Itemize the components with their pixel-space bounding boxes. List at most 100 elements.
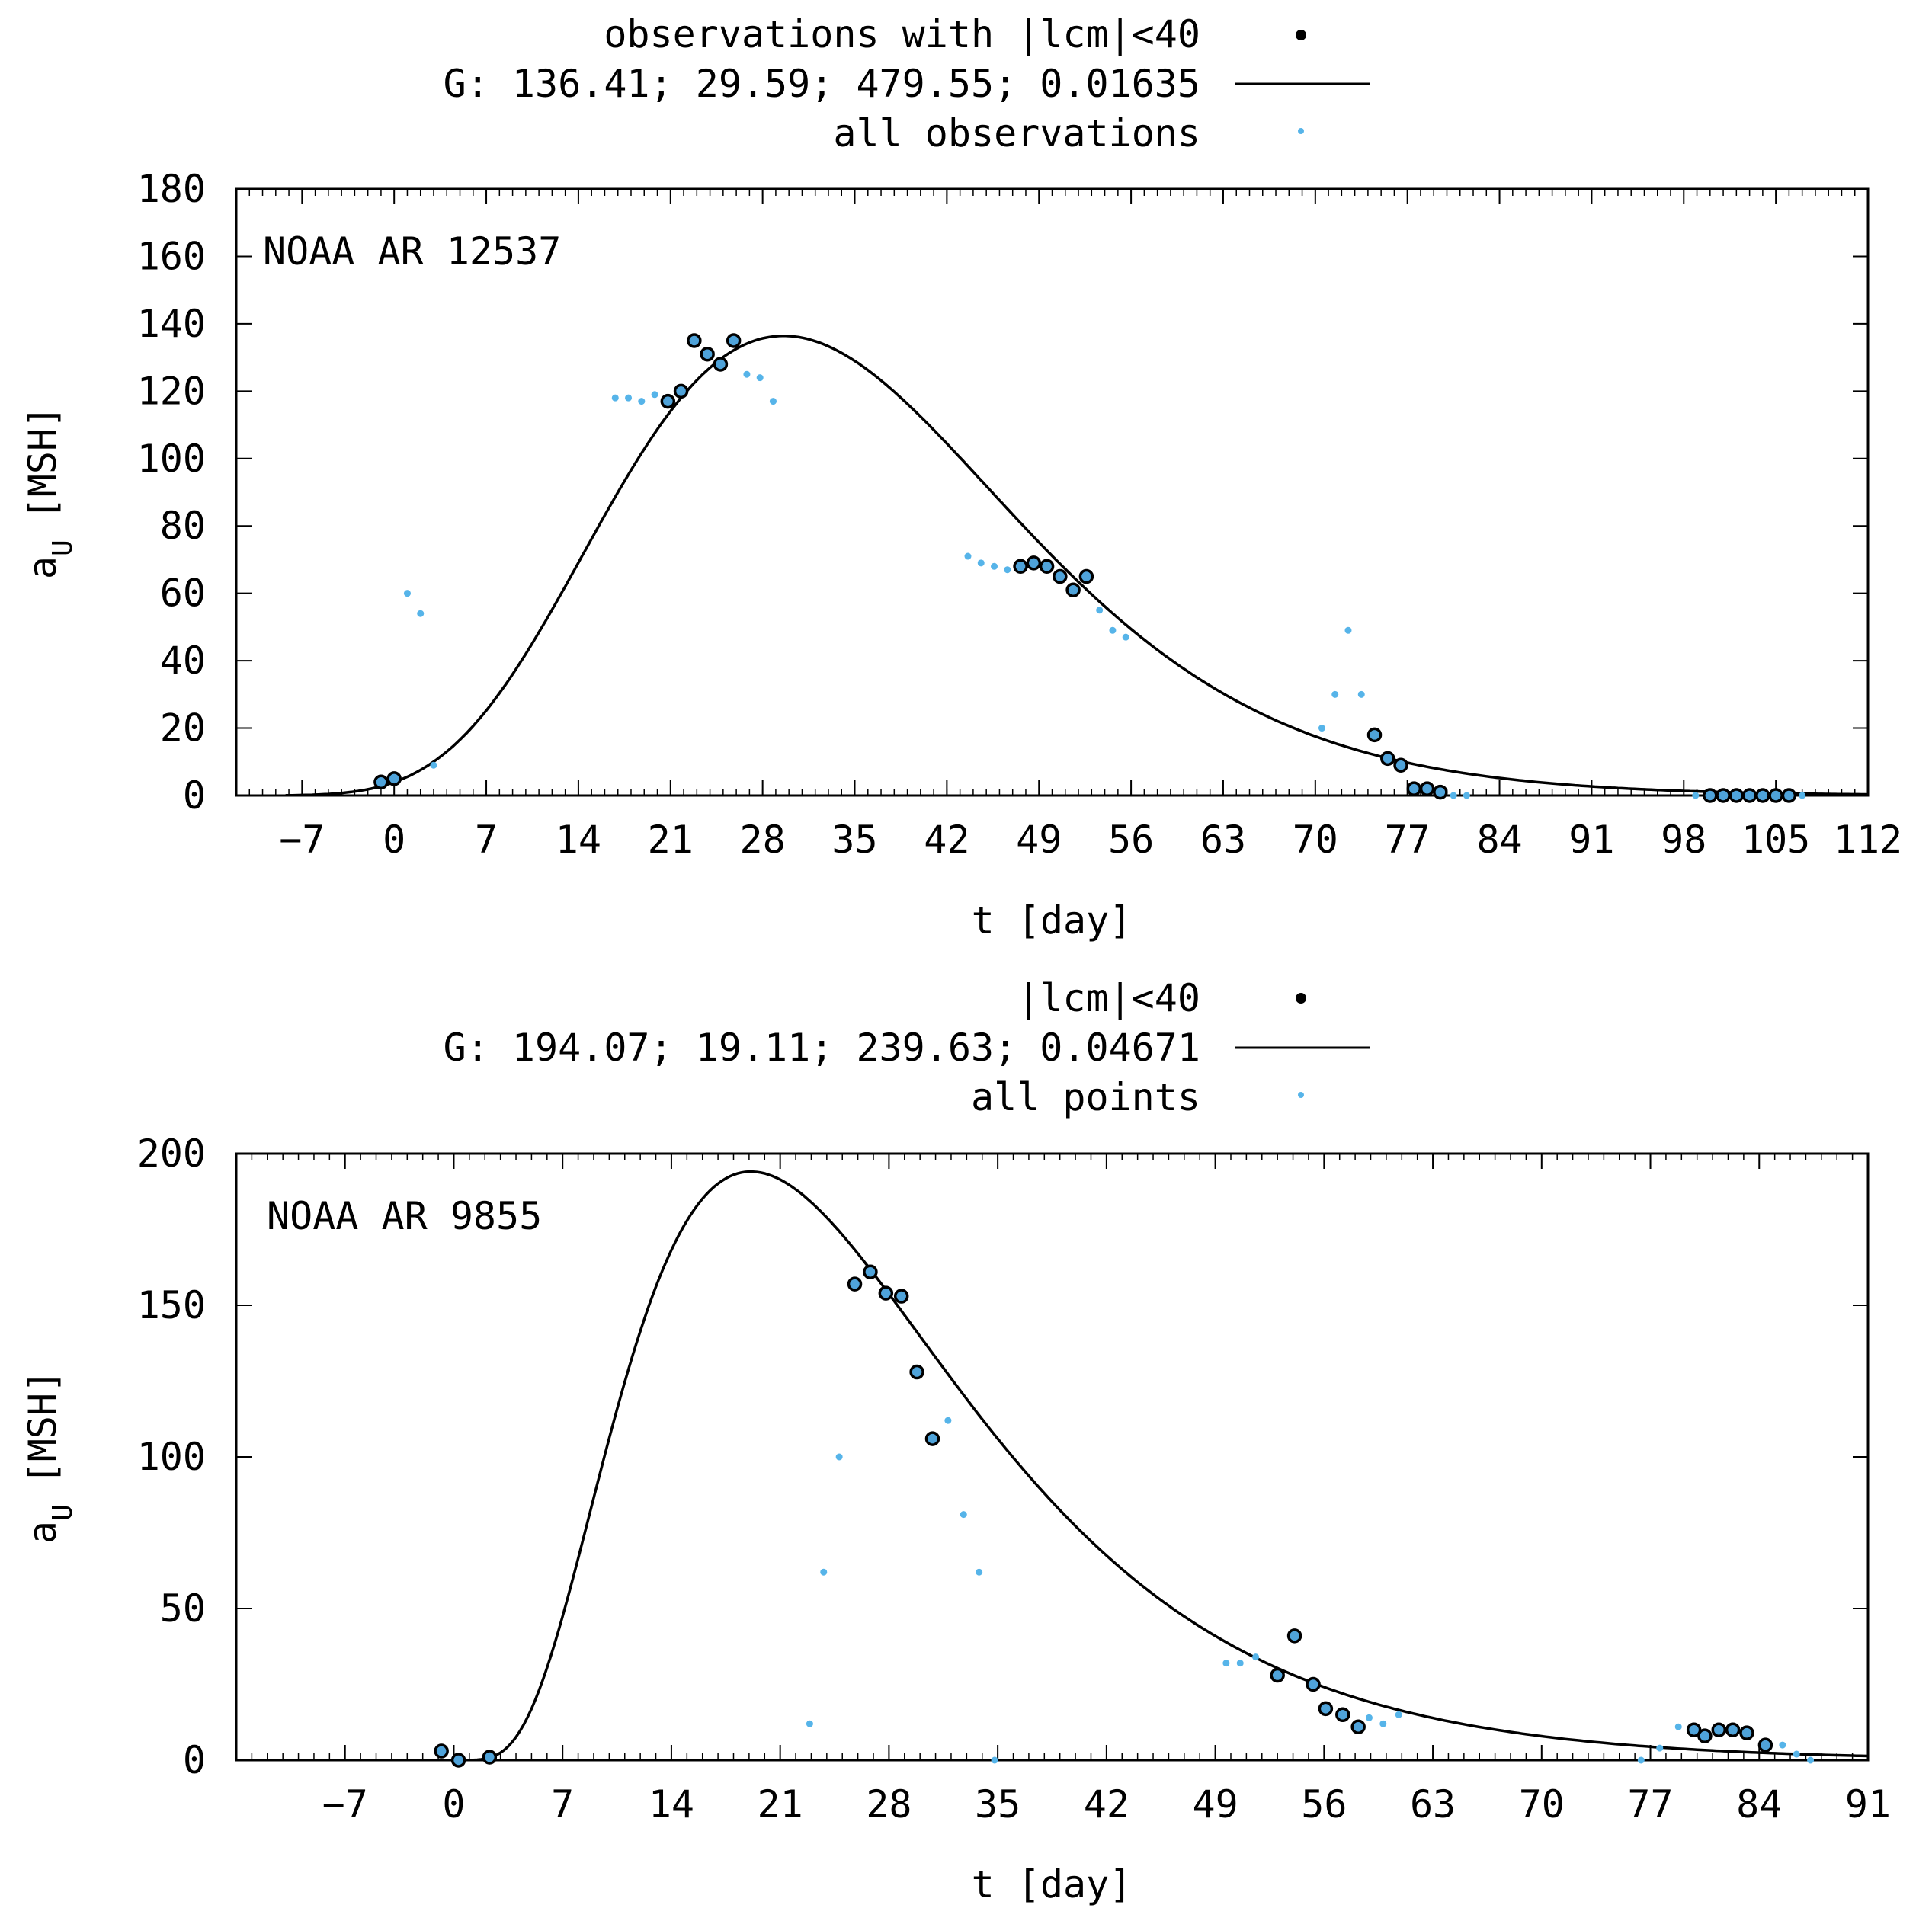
observation-point bbox=[878, 1285, 894, 1301]
observation-point bbox=[660, 393, 676, 409]
x-tick-label: 35 bbox=[831, 818, 877, 862]
x-axis-label: t [day] bbox=[972, 898, 1133, 943]
x-axis-label: t [day] bbox=[972, 1862, 1133, 1906]
x-tick-label: 56 bbox=[1301, 1782, 1347, 1826]
region-annotation: NOAA AR 12537 bbox=[263, 229, 561, 274]
y-tick-label: 20 bbox=[160, 706, 206, 751]
observation-point bbox=[1697, 1728, 1713, 1743]
observation-point bbox=[1768, 788, 1783, 803]
observation-point bbox=[1286, 1628, 1302, 1644]
ticks bbox=[235, 1153, 1869, 1761]
x-tick-label: 84 bbox=[1476, 818, 1522, 862]
fit-curve bbox=[473, 1170, 1869, 1762]
x-tick-label: 7 bbox=[475, 818, 498, 862]
y-tick-label: 160 bbox=[137, 234, 206, 278]
all-point bbox=[1344, 626, 1352, 634]
observation-point bbox=[1725, 1722, 1741, 1737]
all-point bbox=[1799, 792, 1806, 799]
y-tick-label: 80 bbox=[160, 504, 206, 548]
all-point bbox=[991, 1756, 998, 1764]
all-point bbox=[1395, 1711, 1402, 1718]
y-tick-label: 120 bbox=[137, 369, 206, 413]
all-observations-series bbox=[403, 370, 1806, 799]
observation-point bbox=[1053, 568, 1068, 584]
all-point bbox=[977, 559, 985, 567]
x-tick-labels: −7 0 7 14 21 28 35 42 49 56 63 70 77 84 91 bbox=[322, 1782, 1891, 1826]
x-tick-label: 84 bbox=[1736, 1782, 1782, 1826]
observation-point bbox=[726, 333, 742, 348]
x-tick-label: 105 bbox=[1741, 818, 1810, 862]
legend-marker-all bbox=[1298, 1092, 1304, 1098]
observation-point bbox=[1393, 757, 1408, 773]
observation-point bbox=[1711, 1722, 1727, 1737]
observation-point bbox=[924, 1431, 940, 1446]
all-point bbox=[403, 590, 411, 597]
all-point bbox=[960, 1511, 967, 1519]
observation-point bbox=[1039, 559, 1055, 575]
observation-point bbox=[373, 774, 389, 790]
observation-point bbox=[1703, 788, 1718, 803]
x-tick-label: 7 bbox=[551, 1782, 574, 1826]
all-point bbox=[1222, 1660, 1230, 1667]
observation-point bbox=[713, 357, 729, 372]
x-tick-label: 0 bbox=[442, 1782, 465, 1826]
y-tick-label: 150 bbox=[137, 1283, 206, 1327]
all-point bbox=[625, 394, 633, 402]
observation-point bbox=[687, 333, 702, 348]
observation-point bbox=[1350, 1719, 1366, 1734]
all-point bbox=[611, 394, 619, 402]
all-point bbox=[1674, 1723, 1682, 1730]
x-tick-label: 42 bbox=[924, 818, 969, 862]
all-point bbox=[756, 374, 764, 382]
all-point bbox=[1450, 792, 1457, 799]
observation-point bbox=[1026, 555, 1042, 571]
y-tick-label: 100 bbox=[137, 437, 206, 481]
observation-point bbox=[1419, 781, 1435, 796]
observation-point bbox=[847, 1276, 863, 1292]
observation-point bbox=[1755, 788, 1770, 803]
x-tick-label: 70 bbox=[1519, 1782, 1565, 1826]
all-point bbox=[1004, 566, 1011, 574]
y-tick-label: 0 bbox=[183, 1738, 206, 1782]
legend-label-observed: |lcm|<40 bbox=[1017, 976, 1200, 1020]
y-tick-label: 50 bbox=[160, 1586, 206, 1631]
observation-point bbox=[1380, 751, 1395, 767]
legend: observations with |lcm|<40 G: 136.41; 29… bbox=[444, 12, 1370, 155]
all-point bbox=[1109, 626, 1117, 634]
observation-point bbox=[1686, 1722, 1702, 1737]
all-point bbox=[806, 1720, 813, 1727]
observation-point bbox=[673, 383, 689, 399]
observation-point bbox=[1270, 1667, 1285, 1683]
chart-panel-ar12537: observations with |lcm|<40 G: 136.41; 29… bbox=[21, 12, 1902, 943]
y-tick-label: 100 bbox=[137, 1435, 206, 1479]
all-points-series bbox=[806, 1417, 1815, 1764]
all-point bbox=[1236, 1660, 1244, 1667]
all-point bbox=[1656, 1744, 1664, 1752]
y-tick-label: 0 bbox=[183, 773, 206, 818]
observation-point bbox=[1013, 559, 1028, 575]
x-tick-labels: −7 0 7 14 21 28 35 42 49 56 63 70 77 84 91 98 105 112 bbox=[279, 818, 1902, 862]
all-point bbox=[1365, 1714, 1373, 1721]
observations-series bbox=[373, 333, 1797, 803]
observation-point bbox=[1406, 781, 1422, 796]
legend: |lcm|<40 G: 194.07; 19.11; 239.63; 0.046… bbox=[444, 976, 1370, 1119]
observation-point bbox=[1433, 784, 1448, 800]
x-tick-label: 77 bbox=[1627, 1782, 1673, 1826]
observation-point bbox=[1716, 788, 1731, 803]
all-point bbox=[1692, 792, 1700, 799]
observation-point bbox=[700, 346, 715, 362]
observation-point bbox=[1729, 788, 1745, 803]
observation-point bbox=[434, 1743, 449, 1759]
y-tick-label: 40 bbox=[160, 639, 206, 683]
all-point bbox=[976, 1568, 983, 1576]
x-tick-label: 14 bbox=[649, 1782, 694, 1826]
legend-label-all: all observations bbox=[833, 111, 1200, 155]
x-tick-label: 28 bbox=[866, 1782, 912, 1826]
y-tick-labels: 0 50 100 150 200 bbox=[137, 1132, 206, 1782]
all-point bbox=[1122, 633, 1129, 641]
observation-point bbox=[893, 1289, 909, 1304]
legend-label-fit: G: 194.07; 19.11; 239.63; 0.04671 bbox=[444, 1026, 1200, 1070]
x-tick-label: 21 bbox=[758, 1782, 803, 1826]
all-point bbox=[1807, 1756, 1815, 1764]
x-tick-label: 21 bbox=[648, 818, 694, 862]
